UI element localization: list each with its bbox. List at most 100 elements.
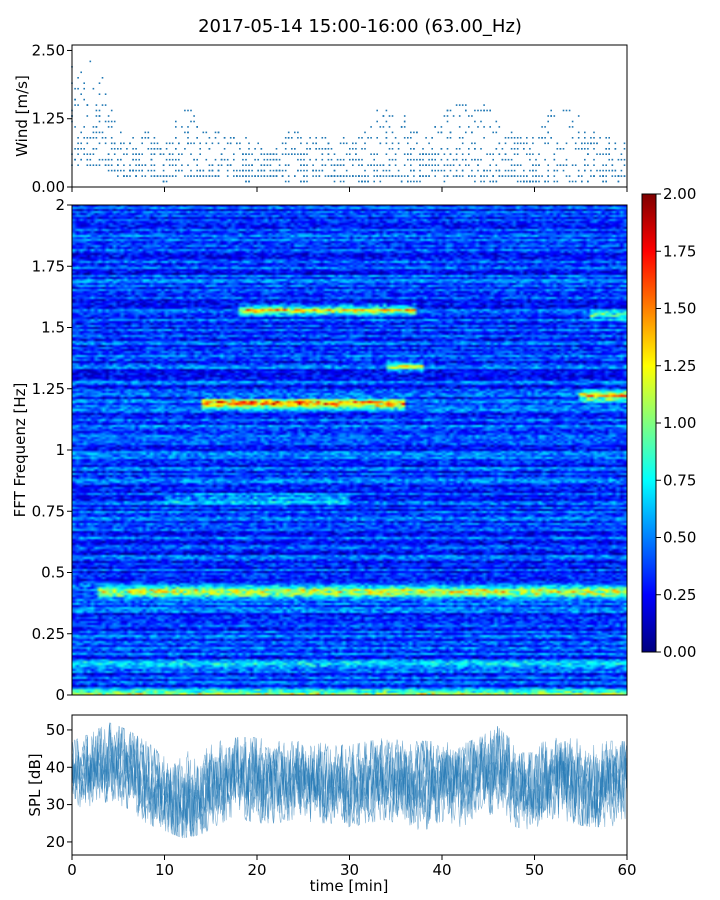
- wind-point: [599, 137, 601, 139]
- wind-point: [318, 148, 321, 150]
- wind-point: [202, 175, 205, 177]
- wind-point: [217, 164, 220, 166]
- wind-point: [266, 175, 269, 177]
- wind-point: [477, 164, 479, 166]
- wind-point: [449, 169, 452, 172]
- wind-point: [275, 169, 278, 172]
- wind-point: [471, 115, 473, 117]
- wind-point: [553, 158, 556, 161]
- wind-point: [455, 148, 458, 150]
- colorbar-tick-label: 0.50: [663, 529, 696, 547]
- wind-point: [422, 148, 424, 150]
- wind-point: [562, 109, 565, 112]
- wind-point: [440, 148, 443, 150]
- wind-point: [248, 169, 250, 172]
- wind-point: [300, 137, 302, 139]
- wind-point: [171, 142, 174, 145]
- wind-point: [587, 164, 589, 166]
- wind-point: [223, 158, 226, 161]
- wind-point: [257, 169, 259, 172]
- wind-point: [367, 175, 369, 177]
- wind-point: [321, 164, 324, 166]
- wind-point: [358, 180, 360, 183]
- wind-point: [486, 169, 488, 172]
- wind-point: [95, 126, 98, 128]
- wind-point: [541, 126, 543, 128]
- wind-point: [324, 164, 327, 166]
- wind-point: [107, 115, 110, 117]
- wind-point: [156, 175, 159, 177]
- wind-point: [474, 180, 476, 183]
- wind-point: [168, 164, 171, 166]
- wind-point: [577, 115, 580, 117]
- wind-point: [532, 180, 534, 183]
- wind-point: [77, 142, 79, 145]
- wind-point: [425, 137, 427, 139]
- wind-point: [300, 158, 302, 161]
- wind-point: [333, 153, 336, 155]
- wind-point: [349, 148, 351, 150]
- wind-y-tick-label: 0.00: [32, 178, 65, 196]
- wind-point: [455, 153, 458, 155]
- wind-point: [611, 158, 614, 161]
- wind-point: [596, 153, 598, 155]
- wind-point: [242, 169, 244, 172]
- wind-point: [449, 164, 452, 166]
- wind-point: [562, 148, 565, 150]
- wind-point: [529, 180, 531, 183]
- wind-point: [571, 164, 574, 166]
- colorbar-tick-label: 0.00: [663, 643, 696, 661]
- wind-point: [413, 175, 415, 177]
- wind-point: [297, 131, 299, 134]
- wind-point: [446, 109, 449, 112]
- wind-point: [284, 153, 287, 155]
- wind-point: [605, 169, 607, 172]
- wind-point: [382, 175, 385, 177]
- wind-point: [465, 109, 467, 112]
- wind-point: [526, 180, 528, 183]
- wind-point: [318, 175, 321, 177]
- wind-point: [403, 153, 406, 155]
- wind-point: [461, 142, 464, 145]
- wind-point: [376, 109, 378, 112]
- wind-point: [251, 175, 253, 177]
- wind-point: [202, 169, 205, 172]
- wind-point: [571, 137, 574, 139]
- wind-point: [474, 142, 476, 145]
- wind-point: [519, 164, 522, 166]
- wind-point: [342, 180, 345, 183]
- spectrogram-y-tick-label: 1.75: [32, 257, 65, 275]
- wind-point: [611, 169, 614, 172]
- wind-point: [339, 180, 342, 183]
- wind-point: [287, 180, 290, 183]
- wind-point: [410, 158, 412, 161]
- wind-point: [489, 126, 491, 128]
- wind-point: [92, 87, 95, 90]
- wind-point: [211, 142, 214, 145]
- wind-point: [608, 169, 610, 172]
- wind-point: [608, 148, 610, 150]
- wind-point: [242, 158, 244, 161]
- wind-point: [281, 175, 284, 177]
- wind-point: [117, 175, 119, 177]
- wind-point: [602, 169, 604, 172]
- wind-point: [556, 142, 559, 145]
- wind-point: [80, 93, 82, 95]
- wind-point: [431, 169, 433, 172]
- wind-y-axis: 0.00 1.25 2.50: [32, 41, 72, 196]
- wind-point: [162, 153, 165, 155]
- spectrogram-y-tick-label: 2: [55, 196, 65, 214]
- wind-point: [544, 142, 546, 145]
- wind-point: [565, 175, 568, 177]
- wind-point: [620, 175, 623, 177]
- wind-point: [251, 169, 253, 172]
- wind-point: [446, 148, 449, 150]
- wind-point: [254, 148, 256, 150]
- wind-point: [458, 137, 461, 139]
- wind-point: [110, 148, 113, 150]
- wind-point: [608, 137, 610, 139]
- wind-point: [284, 137, 287, 139]
- wind-point: [77, 153, 79, 155]
- wind-point: [477, 109, 479, 112]
- wind-point: [355, 153, 357, 155]
